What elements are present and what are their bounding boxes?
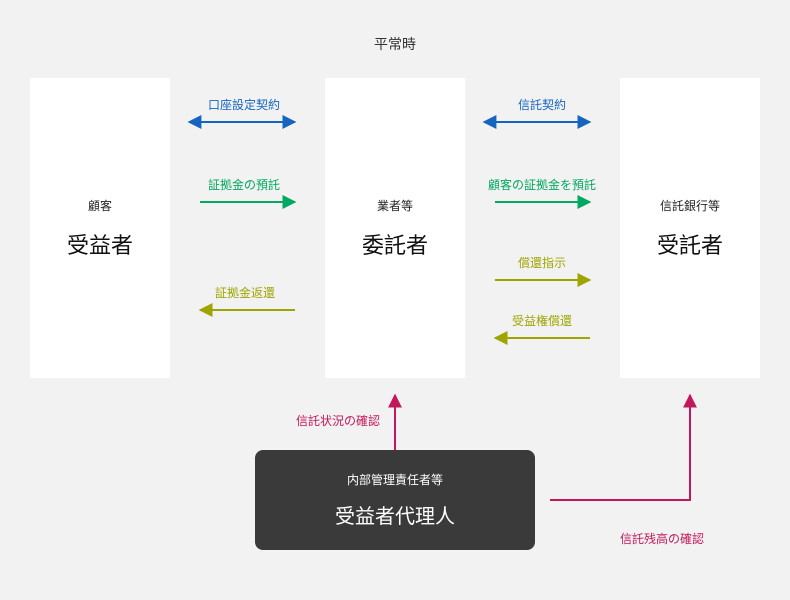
label-l4: 信託契約 bbox=[518, 96, 566, 113]
node-customer-big: 受益者 bbox=[67, 228, 133, 260]
label-l9: 信託残高の確認 bbox=[620, 530, 704, 547]
node-agent-big: 受益者代理人 bbox=[335, 500, 455, 529]
node-customer: 顧客 受益者 bbox=[30, 78, 170, 378]
node-broker-small: 業者等 bbox=[377, 197, 413, 214]
label-l5: 顧客の証拠金を預託 bbox=[488, 176, 596, 193]
node-agent: 内部管理責任者等 受益者代理人 bbox=[255, 450, 535, 550]
node-bank: 信託銀行等 受託者 bbox=[620, 78, 760, 378]
node-bank-small: 信託銀行等 bbox=[660, 197, 720, 214]
label-l7: 受益権償還 bbox=[512, 312, 572, 329]
node-broker: 業者等 委託者 bbox=[325, 78, 465, 378]
node-agent-small: 内部管理責任者等 bbox=[347, 471, 443, 488]
label-l1: 口座設定契約 bbox=[208, 96, 280, 113]
diagram-title: 平常時 bbox=[0, 34, 790, 54]
node-bank-big: 受託者 bbox=[657, 228, 723, 260]
label-l8: 信託状況の確認 bbox=[296, 412, 380, 429]
node-broker-big: 委託者 bbox=[362, 228, 428, 260]
label-l6: 償還指示 bbox=[518, 254, 566, 271]
label-l3: 証拠金返還 bbox=[215, 284, 275, 301]
label-l2: 証拠金の預託 bbox=[208, 176, 280, 193]
arrow-p2 bbox=[550, 395, 690, 500]
node-customer-small: 顧客 bbox=[88, 197, 112, 214]
